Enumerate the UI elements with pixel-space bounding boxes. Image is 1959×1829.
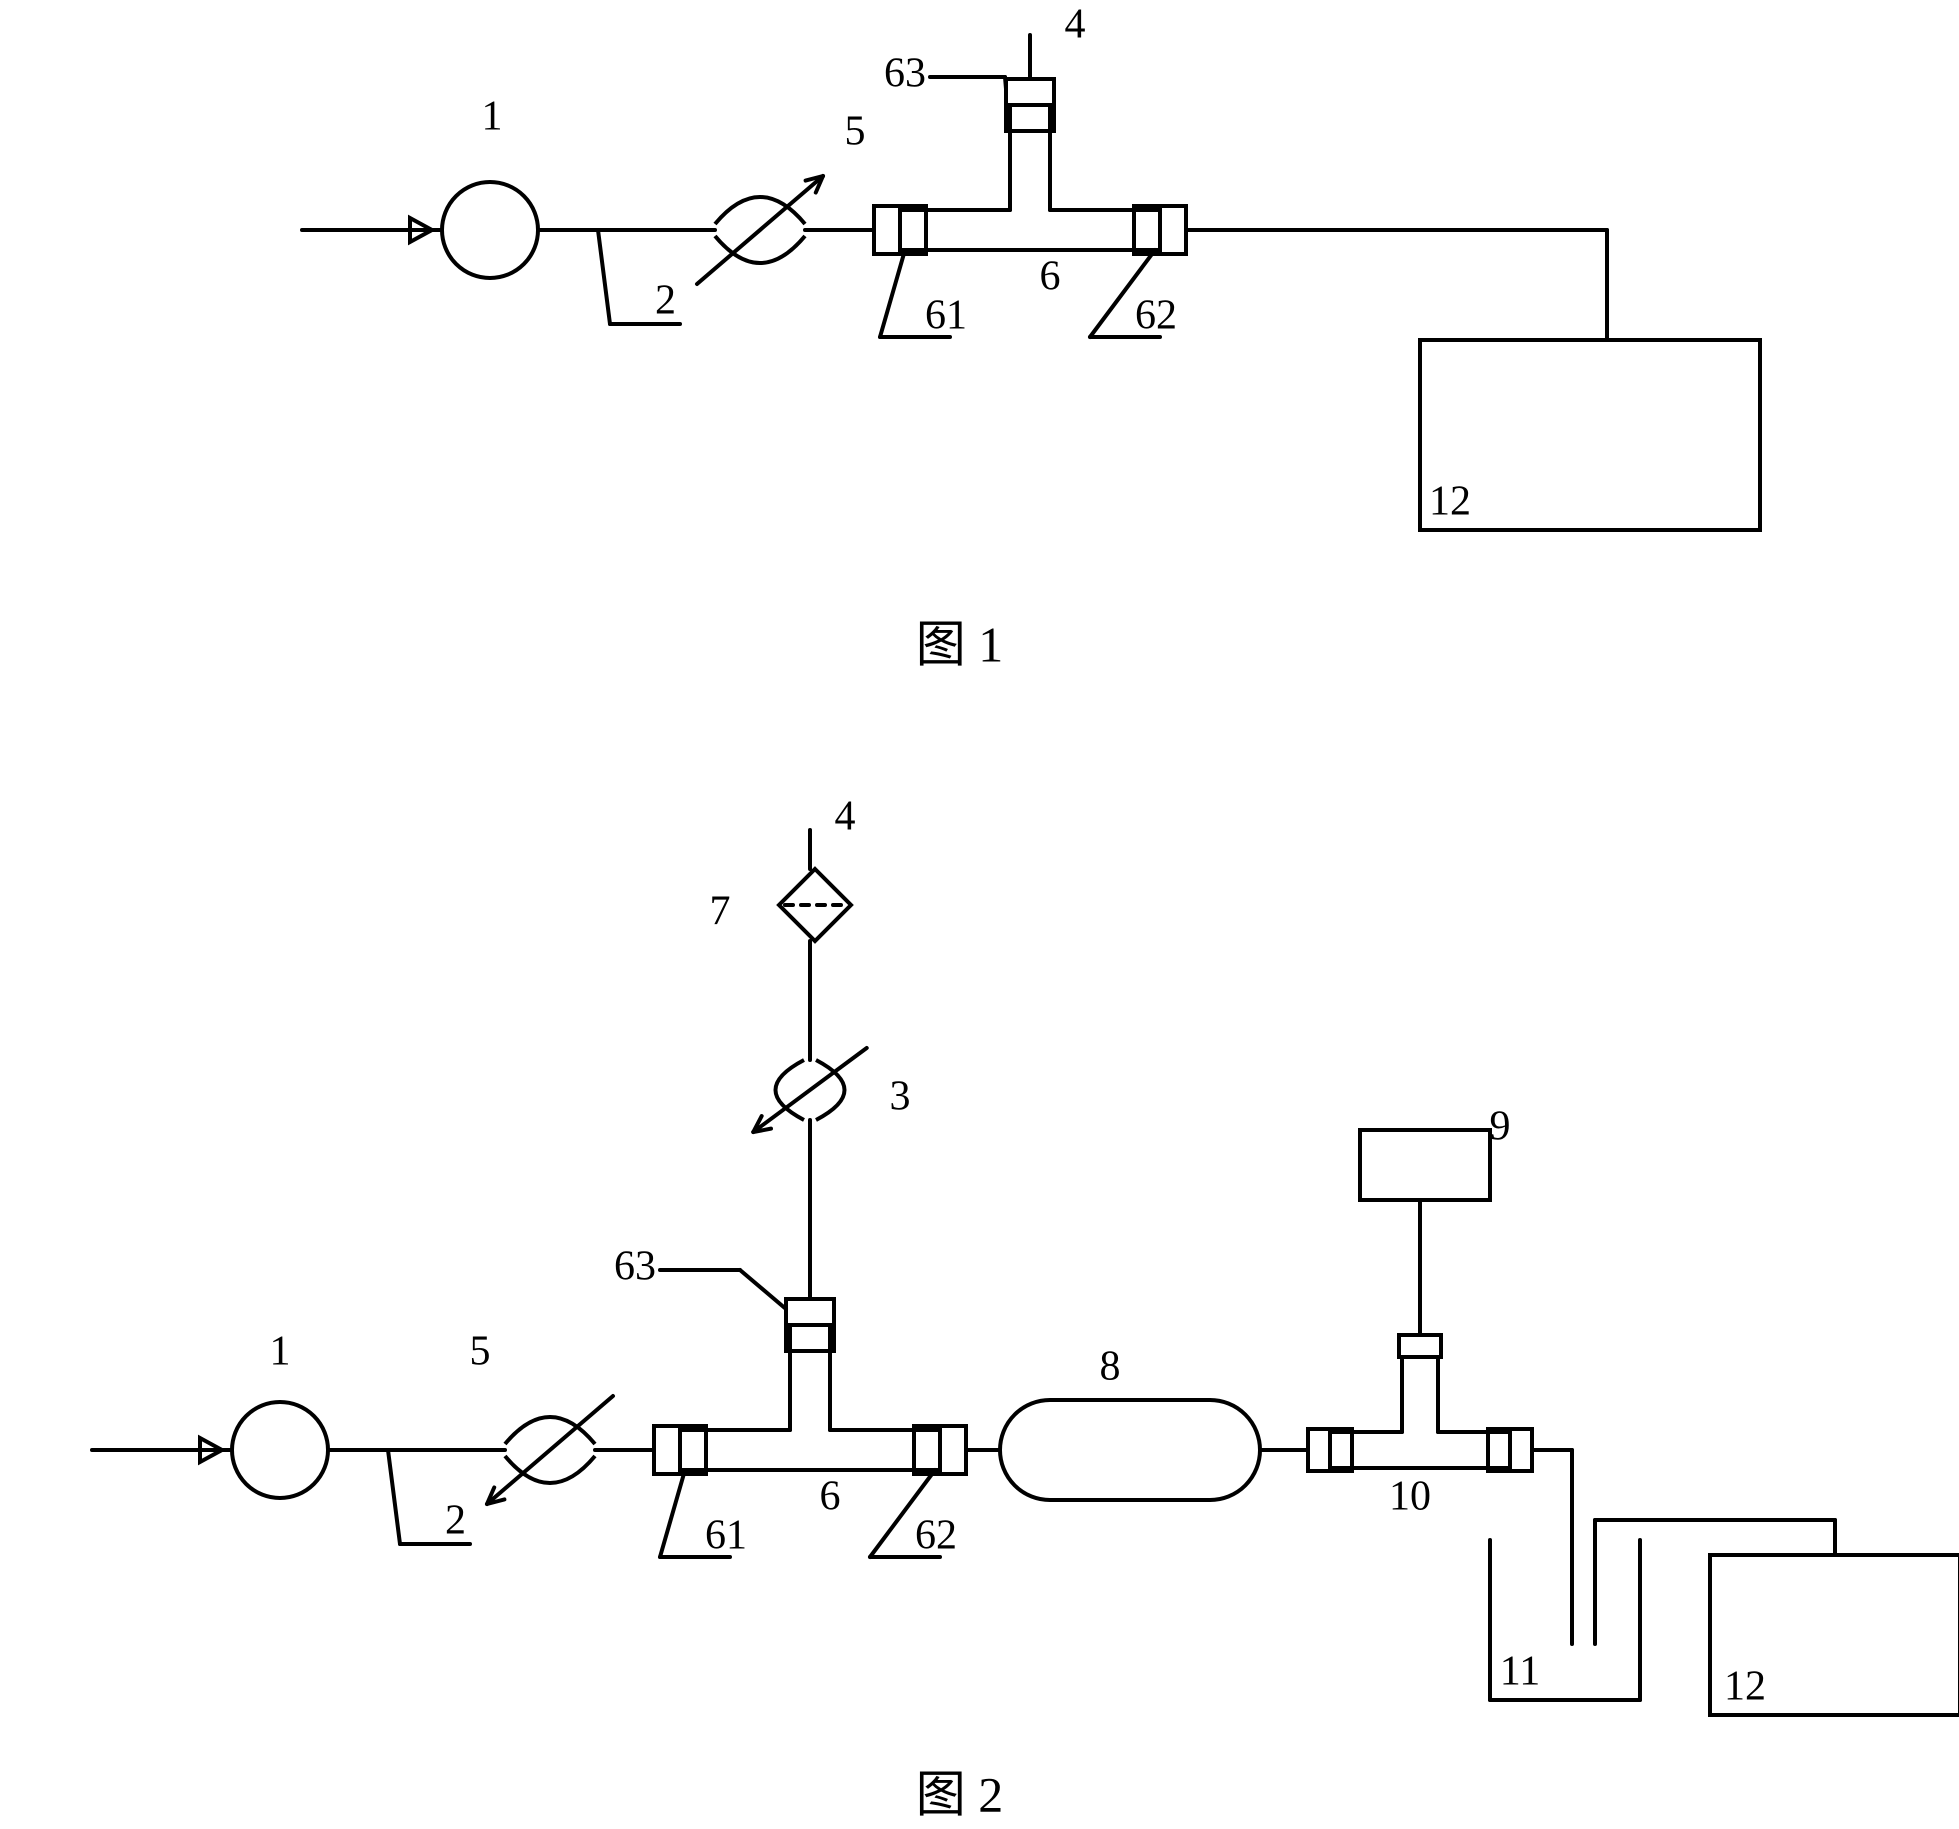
svg-text:9: 9 [1490,1104,1511,1150]
svg-text:12: 12 [1429,479,1471,525]
svg-text:62: 62 [1135,293,1177,339]
svg-text:7: 7 [710,889,731,935]
svg-text:63: 63 [614,1244,656,1290]
pump-body [232,1402,328,1498]
svg-text:61: 61 [925,293,967,339]
svg-text:11: 11 [1500,1649,1540,1695]
svg-text:10: 10 [1389,1474,1431,1520]
svg-text:3: 3 [890,1074,911,1120]
svg-text:62: 62 [915,1513,957,1559]
svg-text:1: 1 [482,94,503,140]
svg-text:图 2: 图 2 [916,1766,1004,1822]
svg-text:6: 6 [820,1474,841,1520]
svg-text:8: 8 [1100,1344,1121,1390]
svg-text:6: 6 [1040,254,1061,300]
fig1-block-12 [1420,340,1760,530]
fig2-buffer-8 [1000,1400,1260,1500]
svg-text:1: 1 [270,1329,291,1375]
svg-text:2: 2 [445,1498,466,1544]
svg-text:5: 5 [470,1329,491,1375]
svg-text:5: 5 [845,109,866,155]
svg-text:4: 4 [835,794,856,840]
fig2-gauge-9 [1360,1130,1490,1200]
svg-text:12: 12 [1724,1664,1766,1710]
pump-body [442,182,538,278]
svg-text:图 1: 图 1 [916,616,1004,672]
svg-text:4: 4 [1065,2,1086,48]
svg-text:61: 61 [705,1513,747,1559]
svg-text:63: 63 [884,51,926,97]
svg-text:2: 2 [655,278,676,324]
